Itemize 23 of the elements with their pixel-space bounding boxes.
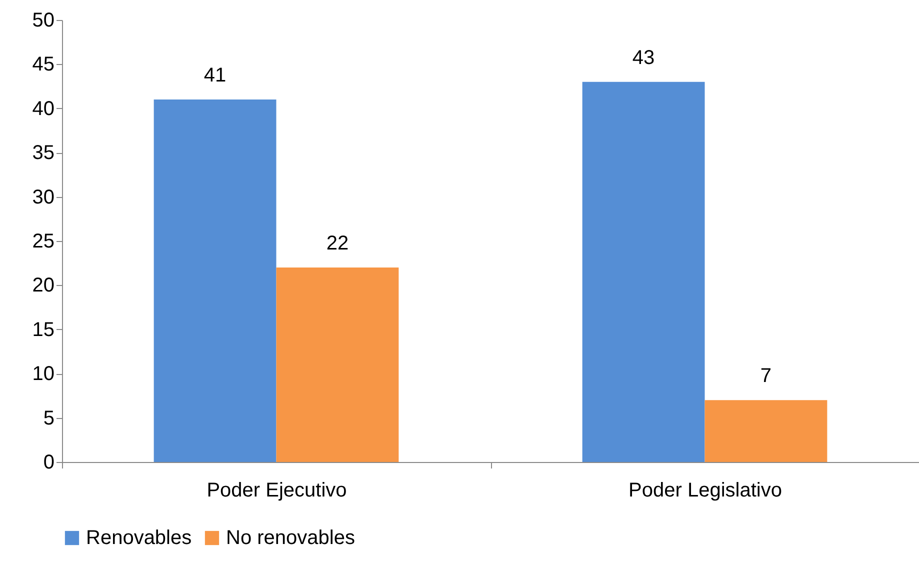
y-tick-label: 45 — [32, 54, 54, 76]
bar — [582, 82, 705, 462]
y-tick-label: 15 — [32, 318, 54, 341]
y-tick-label: 10 — [32, 363, 54, 386]
legend-label: No renovables — [226, 527, 355, 549]
y-tick-label: 35 — [32, 142, 54, 164]
data-label: 41 — [204, 64, 226, 87]
bar — [154, 100, 276, 462]
data-label: 22 — [326, 232, 349, 255]
y-tick-label: 50 — [32, 10, 54, 32]
x-tick-label: Poder Ejecutivo — [206, 480, 347, 502]
data-label: 43 — [632, 46, 655, 69]
y-tick-label: 40 — [32, 98, 54, 120]
bar — [704, 400, 828, 462]
y-tick-label: 0 — [43, 452, 54, 474]
y-tick-label: 20 — [32, 274, 54, 297]
data-label: 7 — [760, 365, 772, 388]
bar — [276, 268, 399, 462]
legend-label: Renovables — [86, 527, 192, 549]
x-tick-label: Poder Legislativo — [628, 480, 782, 502]
y-tick-label: 30 — [32, 186, 54, 208]
y-tick-label: 25 — [32, 230, 54, 252]
y-tick-label: 5 — [43, 407, 54, 430]
